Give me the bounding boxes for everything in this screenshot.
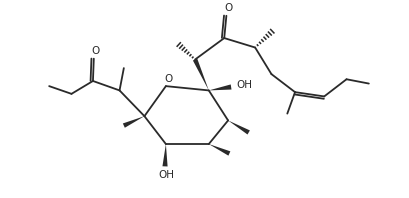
Polygon shape [228,120,250,134]
Text: O: O [164,74,172,84]
Text: OH: OH [158,170,174,180]
Text: O: O [92,46,100,56]
Text: O: O [225,4,233,13]
Text: OH: OH [236,80,252,90]
Polygon shape [193,59,209,90]
Polygon shape [209,84,231,90]
Polygon shape [162,144,168,167]
Polygon shape [123,116,144,128]
Polygon shape [209,144,230,156]
